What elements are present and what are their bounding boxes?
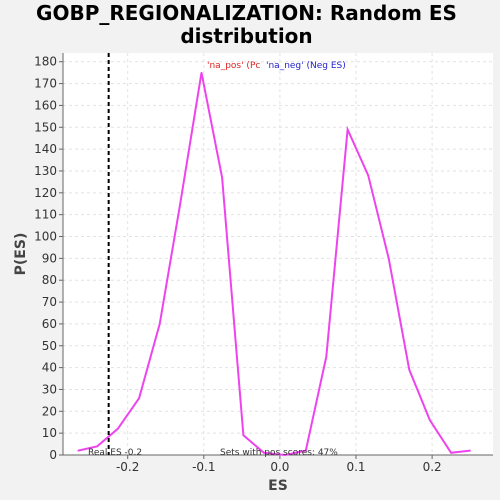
pos-scores-annotation: Sets with pos scores: 47%	[220, 448, 338, 458]
data-point	[408, 368, 411, 371]
data-point	[469, 449, 471, 452]
data-point	[116, 427, 119, 430]
y-tick-label: 100	[34, 230, 57, 244]
data-point	[158, 323, 161, 325]
real-es-annotation: Real ES -0.2	[88, 448, 142, 458]
data-point	[284, 454, 287, 456]
y-tick-label: 80	[42, 273, 57, 287]
es-distribution-line	[77, 72, 471, 457]
y-tick-label: 110	[34, 208, 57, 222]
data-point	[304, 449, 307, 452]
y-tick-label: 160	[34, 98, 57, 112]
data-point	[367, 174, 369, 177]
y-tick-label: 130	[34, 164, 57, 178]
data-point	[96, 445, 99, 448]
data-point	[450, 452, 452, 454]
y-tick-label: 90	[42, 251, 57, 265]
y-axis-label: P(ES)	[13, 233, 29, 276]
y-tick-label: 150	[34, 120, 57, 134]
y-tick-label: 10	[42, 426, 57, 440]
legend-item-na-neg: 'na_neg' (Neg ES)	[266, 61, 346, 71]
x-tick-label: 0.2	[423, 460, 442, 474]
x-tick-label: -0.2	[116, 460, 139, 474]
chart-title: GOBP_REGIONALIZATION: Random ES distribu…	[0, 2, 493, 48]
data-point	[77, 449, 80, 452]
y-tick-label: 140	[34, 142, 57, 156]
y-tick-label: 50	[42, 339, 57, 353]
data-point	[387, 257, 390, 260]
data-point	[242, 434, 245, 437]
chart-title-line-2: distribution	[180, 24, 313, 48]
y-tick-label: 70	[42, 295, 57, 309]
x-tick-label: 0.1	[346, 460, 365, 474]
chart-title-line-1: GOBP_REGIONALIZATION: Random ES	[36, 1, 457, 25]
data-point	[200, 71, 203, 74]
plot-area	[63, 53, 493, 455]
y-tick-label: 20	[42, 404, 57, 418]
y-tick-label: 170	[34, 77, 57, 91]
x-axis-label: ES	[268, 478, 288, 494]
data-point	[429, 419, 431, 421]
legend-item-na-pos: 'na_pos' (Pc	[207, 61, 260, 71]
x-tick-label: 0.0	[270, 460, 289, 474]
y-tick-label: 40	[42, 361, 57, 375]
y-tick-label: 30	[42, 382, 57, 396]
y-tick-label: 60	[42, 317, 57, 331]
x-tick-label: -0.1	[192, 460, 215, 474]
data-point	[179, 202, 182, 205]
data-point	[138, 397, 140, 399]
data-point	[221, 176, 223, 179]
y-tick-label: 120	[34, 186, 57, 200]
data-point	[325, 355, 328, 358]
y-tick-label: 180	[34, 55, 57, 69]
y-tick-label: 0	[49, 448, 57, 462]
data-point	[346, 128, 349, 131]
data-point	[263, 452, 265, 454]
